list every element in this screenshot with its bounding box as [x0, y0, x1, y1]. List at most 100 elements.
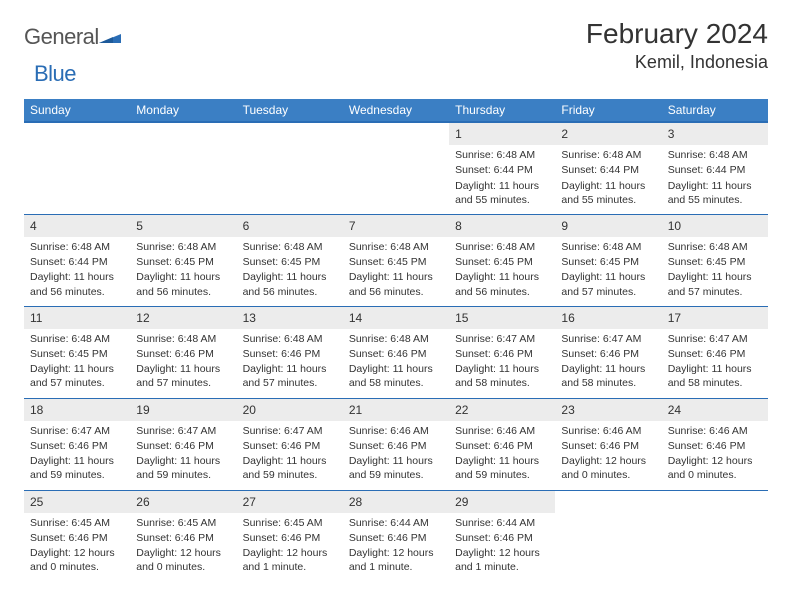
day-body: Sunrise: 6:45 AMSunset: 6:46 PMDaylight:… [130, 513, 236, 582]
day-body: Sunrise: 6:44 AMSunset: 6:46 PMDaylight:… [343, 513, 449, 582]
sunset-text: Sunset: 6:44 PM [455, 163, 549, 177]
day-body: Sunrise: 6:48 AMSunset: 6:44 PMDaylight:… [24, 237, 130, 306]
daylight-text: Daylight: 11 hours and 59 minutes. [30, 454, 124, 482]
day-number: 5 [130, 214, 236, 237]
sunrise-text: Sunrise: 6:44 AM [455, 516, 549, 530]
calendar-day-cell: 28Sunrise: 6:44 AMSunset: 6:46 PMDayligh… [343, 490, 449, 582]
daylight-text: Daylight: 12 hours and 0 minutes. [30, 546, 124, 574]
calendar-day-cell: 3Sunrise: 6:48 AMSunset: 6:44 PMDaylight… [662, 122, 768, 214]
sunset-text: Sunset: 6:46 PM [349, 347, 443, 361]
daylight-text: Daylight: 11 hours and 56 minutes. [243, 270, 337, 298]
day-number: 15 [449, 306, 555, 329]
sunset-text: Sunset: 6:46 PM [455, 347, 549, 361]
sunrise-text: Sunrise: 6:46 AM [349, 424, 443, 438]
day-number: 26 [130, 490, 236, 513]
day-body: Sunrise: 6:45 AMSunset: 6:46 PMDaylight:… [237, 513, 343, 582]
sunset-text: Sunset: 6:46 PM [561, 439, 655, 453]
sunrise-text: Sunrise: 6:46 AM [455, 424, 549, 438]
daylight-text: Daylight: 11 hours and 56 minutes. [349, 270, 443, 298]
day-number: 4 [24, 214, 130, 237]
day-body: Sunrise: 6:48 AMSunset: 6:45 PMDaylight:… [555, 237, 661, 306]
sunrise-text: Sunrise: 6:48 AM [455, 240, 549, 254]
sunset-text: Sunset: 6:46 PM [668, 439, 762, 453]
logo-word-blue: Blue [34, 61, 76, 86]
day-body: Sunrise: 6:47 AMSunset: 6:46 PMDaylight:… [449, 329, 555, 398]
day-body: Sunrise: 6:48 AMSunset: 6:45 PMDaylight:… [237, 237, 343, 306]
daylight-text: Daylight: 12 hours and 1 minute. [455, 546, 549, 574]
sunset-text: Sunset: 6:44 PM [30, 255, 124, 269]
calendar-day-cell: 9Sunrise: 6:48 AMSunset: 6:45 PMDaylight… [555, 214, 661, 306]
day-body: Sunrise: 6:48 AMSunset: 6:44 PMDaylight:… [449, 145, 555, 214]
daylight-text: Daylight: 11 hours and 59 minutes. [349, 454, 443, 482]
sunrise-text: Sunrise: 6:48 AM [136, 240, 230, 254]
day-body: Sunrise: 6:46 AMSunset: 6:46 PMDaylight:… [449, 421, 555, 490]
sunset-text: Sunset: 6:46 PM [136, 531, 230, 545]
day-number: 25 [24, 490, 130, 513]
daylight-text: Daylight: 11 hours and 55 minutes. [561, 179, 655, 207]
daylight-text: Daylight: 11 hours and 55 minutes. [668, 179, 762, 207]
logo-word-general: General [24, 24, 99, 50]
calendar-day-header: Friday [555, 99, 661, 122]
calendar-day-cell: 4Sunrise: 6:48 AMSunset: 6:44 PMDaylight… [24, 214, 130, 306]
day-number: 8 [449, 214, 555, 237]
sunset-text: Sunset: 6:45 PM [30, 347, 124, 361]
day-body: Sunrise: 6:48 AMSunset: 6:45 PMDaylight:… [662, 237, 768, 306]
calendar-day-header: Tuesday [237, 99, 343, 122]
calendar-day-cell [130, 122, 236, 214]
day-body: Sunrise: 6:48 AMSunset: 6:45 PMDaylight:… [130, 237, 236, 306]
page-title: February 2024 [586, 18, 768, 50]
calendar-day-cell [662, 490, 768, 582]
day-body: Sunrise: 6:48 AMSunset: 6:44 PMDaylight:… [555, 145, 661, 214]
sunrise-text: Sunrise: 6:47 AM [668, 332, 762, 346]
calendar-body: 1Sunrise: 6:48 AMSunset: 6:44 PMDaylight… [24, 122, 768, 582]
sunset-text: Sunset: 6:45 PM [243, 255, 337, 269]
calendar-week-row: 4Sunrise: 6:48 AMSunset: 6:44 PMDaylight… [24, 214, 768, 306]
day-body: Sunrise: 6:48 AMSunset: 6:45 PMDaylight:… [24, 329, 130, 398]
daylight-text: Daylight: 12 hours and 0 minutes. [561, 454, 655, 482]
calendar-day-cell: 26Sunrise: 6:45 AMSunset: 6:46 PMDayligh… [130, 490, 236, 582]
sunrise-text: Sunrise: 6:45 AM [136, 516, 230, 530]
calendar-day-cell: 2Sunrise: 6:48 AMSunset: 6:44 PMDaylight… [555, 122, 661, 214]
sunset-text: Sunset: 6:46 PM [561, 347, 655, 361]
logo-mark-icon [99, 27, 121, 48]
calendar-week-row: 11Sunrise: 6:48 AMSunset: 6:45 PMDayligh… [24, 306, 768, 398]
day-number: 22 [449, 398, 555, 421]
daylight-text: Daylight: 11 hours and 57 minutes. [243, 362, 337, 390]
calendar-day-header: Monday [130, 99, 236, 122]
daylight-text: Daylight: 12 hours and 0 minutes. [668, 454, 762, 482]
calendar-day-cell: 12Sunrise: 6:48 AMSunset: 6:46 PMDayligh… [130, 306, 236, 398]
day-body: Sunrise: 6:44 AMSunset: 6:46 PMDaylight:… [449, 513, 555, 582]
calendar-day-cell: 23Sunrise: 6:46 AMSunset: 6:46 PMDayligh… [555, 398, 661, 490]
day-number: 28 [343, 490, 449, 513]
calendar-day-cell: 15Sunrise: 6:47 AMSunset: 6:46 PMDayligh… [449, 306, 555, 398]
calendar-day-cell: 29Sunrise: 6:44 AMSunset: 6:46 PMDayligh… [449, 490, 555, 582]
day-body: Sunrise: 6:45 AMSunset: 6:46 PMDaylight:… [24, 513, 130, 582]
calendar-day-cell: 16Sunrise: 6:47 AMSunset: 6:46 PMDayligh… [555, 306, 661, 398]
daylight-text: Daylight: 11 hours and 59 minutes. [455, 454, 549, 482]
day-body: Sunrise: 6:47 AMSunset: 6:46 PMDaylight:… [130, 421, 236, 490]
day-number: 7 [343, 214, 449, 237]
sunset-text: Sunset: 6:45 PM [668, 255, 762, 269]
day-number: 16 [555, 306, 661, 329]
sunset-text: Sunset: 6:46 PM [455, 531, 549, 545]
day-number: 29 [449, 490, 555, 513]
day-number: 27 [237, 490, 343, 513]
day-number: 14 [343, 306, 449, 329]
daylight-text: Daylight: 11 hours and 57 minutes. [668, 270, 762, 298]
day-body: Sunrise: 6:47 AMSunset: 6:46 PMDaylight:… [662, 329, 768, 398]
sunrise-text: Sunrise: 6:48 AM [243, 332, 337, 346]
calendar-head: SundayMondayTuesdayWednesdayThursdayFrid… [24, 99, 768, 122]
sunset-text: Sunset: 6:46 PM [243, 439, 337, 453]
sunrise-text: Sunrise: 6:46 AM [561, 424, 655, 438]
day-body: Sunrise: 6:48 AMSunset: 6:45 PMDaylight:… [343, 237, 449, 306]
calendar-day-cell: 5Sunrise: 6:48 AMSunset: 6:45 PMDaylight… [130, 214, 236, 306]
calendar-day-cell: 27Sunrise: 6:45 AMSunset: 6:46 PMDayligh… [237, 490, 343, 582]
sunrise-text: Sunrise: 6:45 AM [30, 516, 124, 530]
sunset-text: Sunset: 6:44 PM [561, 163, 655, 177]
calendar-day-cell: 20Sunrise: 6:47 AMSunset: 6:46 PMDayligh… [237, 398, 343, 490]
daylight-text: Daylight: 11 hours and 59 minutes. [136, 454, 230, 482]
day-body: Sunrise: 6:48 AMSunset: 6:46 PMDaylight:… [130, 329, 236, 398]
daylight-text: Daylight: 12 hours and 0 minutes. [136, 546, 230, 574]
day-body: Sunrise: 6:48 AMSunset: 6:45 PMDaylight:… [449, 237, 555, 306]
calendar-week-row: 18Sunrise: 6:47 AMSunset: 6:46 PMDayligh… [24, 398, 768, 490]
